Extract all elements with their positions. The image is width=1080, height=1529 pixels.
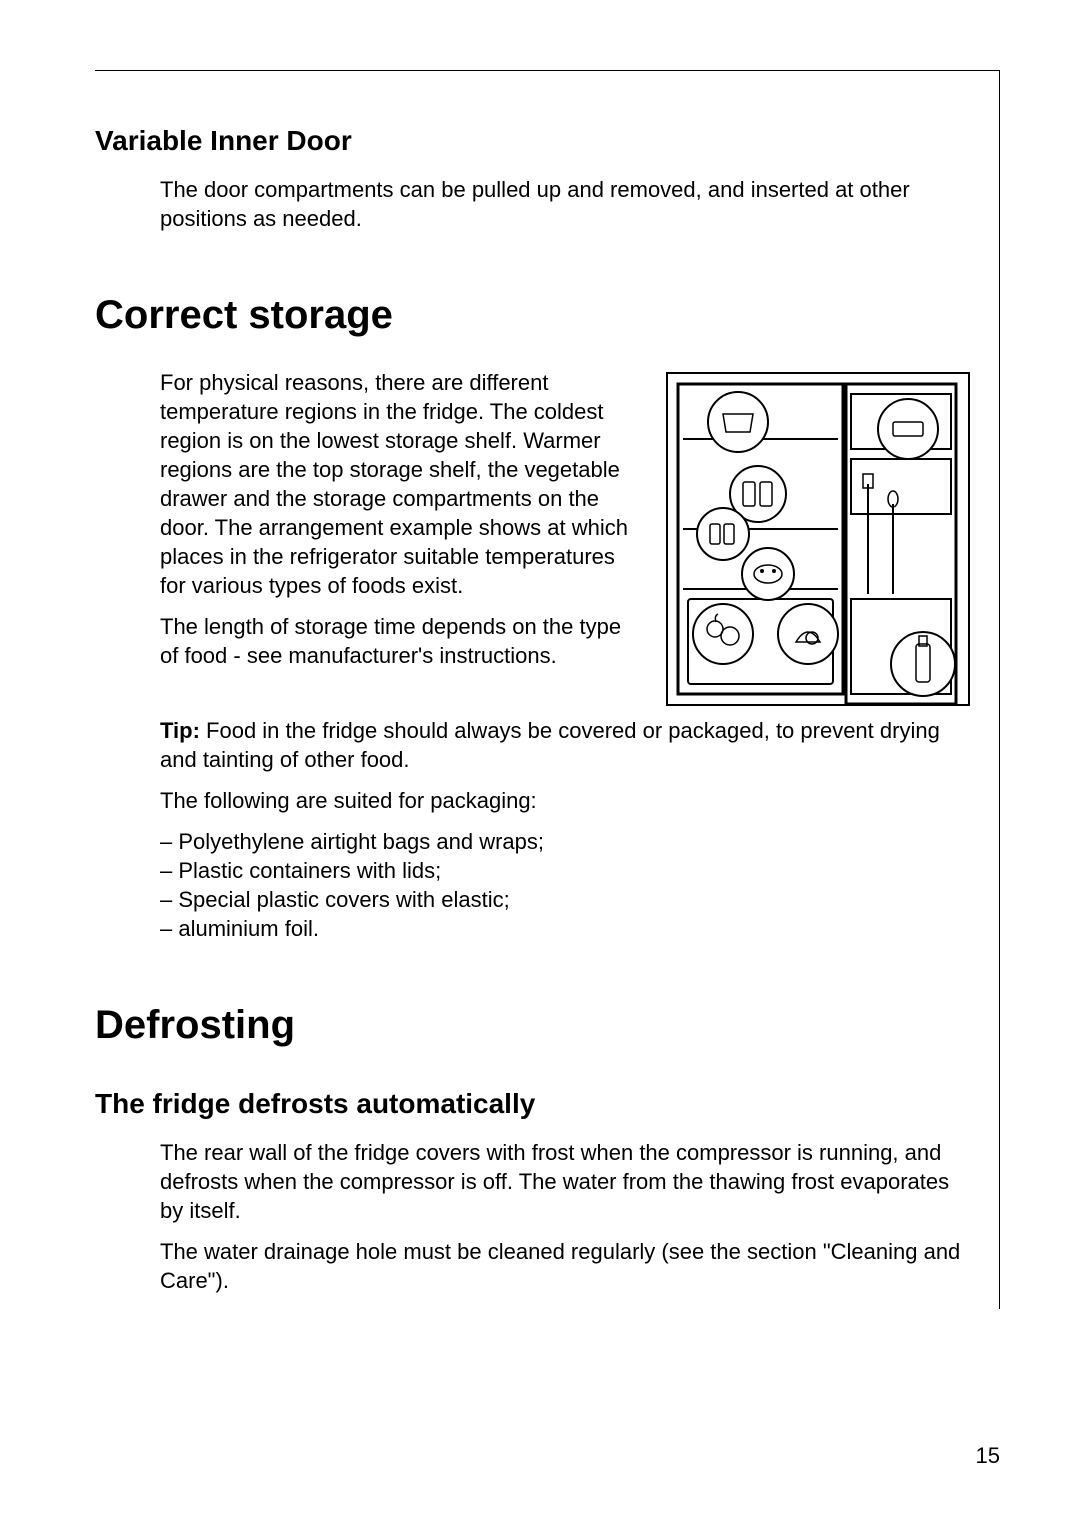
storage-para-2: The length of storage time depends on th… — [95, 612, 660, 670]
fridge-diagram — [666, 372, 970, 706]
defrosting-heading: Defrosting — [95, 1003, 1000, 1048]
variable-inner-door-para: The door compartments can be pulled up a… — [95, 175, 1000, 233]
list-item: – aluminium foil. — [160, 914, 1000, 943]
list-item: – Special plastic covers with elastic; — [160, 885, 1000, 914]
defrosting-para-2: The water drainage hole must be cleaned … — [95, 1237, 1000, 1295]
fridge-illustration-icon — [668, 374, 968, 704]
defrosting-subheading: The fridge defrosts automatically — [95, 1088, 1000, 1120]
packaging-list: – Polyethylene airtight bags and wraps; … — [95, 827, 1000, 943]
correct-storage-heading: Correct storage — [95, 293, 1000, 338]
storage-para-1: For physical reasons, there are differen… — [95, 368, 660, 600]
storage-block: For physical reasons, there are differen… — [95, 368, 1000, 716]
tip-text: Food in the fridge should always be cove… — [160, 718, 940, 772]
page-number: 15 — [976, 1443, 1000, 1469]
list-item: – Polyethylene airtight bags and wraps; — [160, 827, 1000, 856]
variable-inner-door-heading: Variable Inner Door — [95, 125, 1000, 157]
content-area: Variable Inner Door The door compartment… — [95, 60, 1000, 1295]
list-item: – Plastic containers with lids; — [160, 856, 1000, 885]
defrosting-para-1: The rear wall of the fridge covers with … — [95, 1138, 1000, 1225]
packaging-intro: The following are suited for packaging: — [95, 786, 1000, 815]
storage-tip: Tip: Food in the fridge should always be… — [95, 716, 1000, 774]
page: Variable Inner Door The door compartment… — [0, 0, 1080, 1529]
tip-label: Tip: — [160, 718, 200, 743]
